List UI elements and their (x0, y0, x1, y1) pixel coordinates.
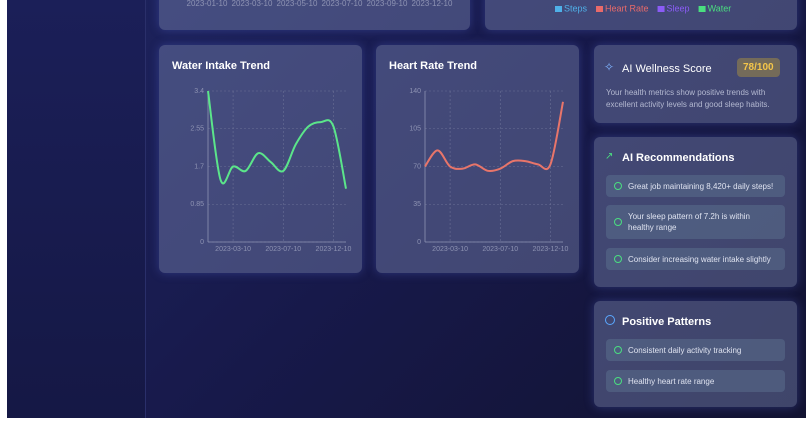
sparkle-icon: ✧ (604, 60, 615, 74)
y-tick-label: 105 (409, 126, 421, 133)
y-tick-label: 35 (413, 201, 421, 208)
x-tick-label: 2023-12-10 (533, 246, 569, 253)
x-tick-label: 2023-01-10 (187, 0, 228, 8)
y-tick-label: 2.55 (190, 126, 204, 133)
wellness-text: Your health metrics show positive trends… (606, 88, 770, 109)
x-tick-label: 2023-07-10 (265, 246, 301, 253)
pattern: Healthy heart rate range (606, 370, 785, 392)
legend-label: Heart Rate (605, 3, 649, 13)
y-tick-label: 0 (200, 239, 204, 246)
water-card (159, 45, 362, 273)
app: AI Wellness Score ✧ 78/100 Your health m… (7, 0, 806, 418)
recommendations-card: ↗ AI Recommendations Great job maintaini… (594, 137, 797, 287)
x-tick-label: 2023-12-10 (412, 0, 453, 8)
top-chart-card (159, 0, 470, 30)
x-tick-label: 2023-07-10 (322, 0, 363, 8)
y-tick-label: 1.7 (194, 163, 204, 170)
card-title: AI Wellness Score (622, 63, 712, 75)
y-tick-label: 0.85 (190, 201, 204, 208)
x-tick-label: 2023-03-10 (215, 246, 251, 253)
x-tick-label: 2023-12-10 (316, 246, 352, 253)
top-chart-card (485, 0, 797, 30)
patterns-card: Positive Patterns Consistent daily activ… (594, 301, 797, 407)
x-tick-label: 2023-03-10 (432, 246, 468, 253)
wellness-card: AI Wellness Score ✧ 78/100 Your health m… (594, 45, 797, 123)
legend-swatch (596, 6, 604, 12)
y-tick-label: 140 (409, 88, 421, 95)
recommendation: Great job maintaining 8,420+ daily steps… (606, 175, 785, 197)
heart-card (376, 45, 579, 273)
pattern: Consistent daily activity tracking (606, 339, 785, 361)
line (207, 90, 347, 189)
score-badge: 78/100 (737, 58, 780, 77)
chart-title: Heart Rate Trend (389, 60, 477, 72)
y-tick-label: 0 (417, 239, 421, 246)
y-tick-label: 3.4 (194, 88, 204, 95)
legend-label: Water (708, 3, 732, 13)
line (424, 101, 564, 173)
trend-icon: ↗ (605, 151, 614, 162)
legend-swatch (555, 6, 562, 12)
recommendation: Your sleep pattern of 7.2h is within hea… (606, 205, 785, 239)
legend-label: Sleep (667, 3, 690, 13)
check-icon (605, 315, 615, 325)
x-tick-label: 2023-09-10 (367, 0, 408, 8)
legend-swatch (657, 6, 665, 12)
card-title: Positive Patterns (622, 316, 712, 328)
y-tick-label: 70 (413, 163, 421, 170)
x-tick-label: 2023-07-10 (482, 246, 518, 253)
x-tick-label: 2023-05-10 (277, 0, 318, 8)
legend-label: Steps (564, 3, 588, 13)
legend-swatch (698, 6, 706, 12)
x-tick-label: 2023-03-10 (232, 0, 273, 8)
card-title: AI Recommendations (622, 152, 735, 164)
charts-layer: 2023-01-10 2023-03-10 2023-05-10 2023-07-10… (172, 0, 732, 253)
recommendation: Consider increasing water intake slightl… (606, 248, 785, 270)
chart-title: Water Intake Trend (172, 60, 270, 72)
sidebar (7, 0, 146, 418)
